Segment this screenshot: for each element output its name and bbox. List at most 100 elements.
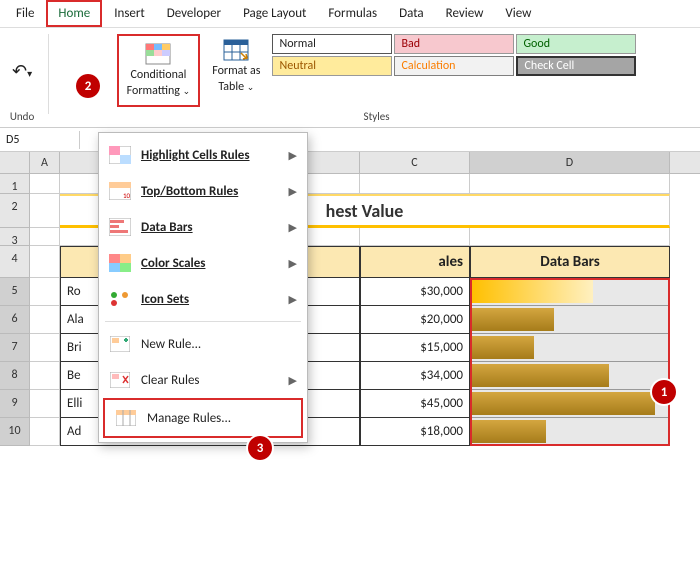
undo-button[interactable]: ↶▾	[6, 56, 38, 86]
row-header-4[interactable]: 4	[0, 246, 30, 278]
callout-badge-3: 3	[248, 436, 272, 460]
cell-databar[interactable]	[470, 362, 670, 390]
chevron-right-icon: ▶	[289, 185, 297, 198]
menu-insert[interactable]: Insert	[104, 2, 155, 25]
new-rule-icon	[109, 334, 131, 354]
cell-databar[interactable]	[470, 306, 670, 334]
conditional-formatting-icon	[144, 42, 172, 66]
cell[interactable]	[470, 228, 670, 246]
cell[interactable]	[360, 174, 470, 194]
menu-home[interactable]: Home	[46, 0, 102, 27]
menu-label: New Rule...	[141, 337, 297, 352]
cell[interactable]	[470, 174, 670, 194]
cell-sales[interactable]: $18,000	[360, 418, 470, 446]
menu-view[interactable]: View	[495, 2, 541, 25]
cell-databar[interactable]	[470, 334, 670, 362]
col-header-d[interactable]: D	[470, 152, 670, 173]
data-bars-icon	[109, 217, 131, 237]
menu-icon-sets[interactable]: Icon Sets ▶	[99, 281, 307, 317]
menu-color-scales[interactable]: Color Scales ▶	[99, 245, 307, 281]
row-header-3[interactable]: 3	[0, 228, 30, 246]
data-bar	[472, 392, 655, 415]
row-header[interactable]: 9	[0, 390, 30, 418]
menu-developer[interactable]: Developer	[157, 2, 231, 25]
ribbon: ↶▾ Undo Conditional Formatting ⌄ Format …	[0, 28, 700, 128]
cell[interactable]	[30, 390, 60, 418]
menu-separator	[105, 321, 301, 322]
styles-group-label: Styles	[364, 108, 390, 125]
cell[interactable]	[30, 174, 60, 194]
data-bar	[472, 308, 554, 331]
cell[interactable]	[360, 228, 470, 246]
menu-data[interactable]: Data	[389, 2, 434, 25]
menu-new-rule[interactable]: New Rule...	[99, 326, 307, 362]
undo-group-label: Undo	[10, 108, 34, 125]
row-header[interactable]: 10	[0, 418, 30, 446]
conditional-formatting-button[interactable]: Conditional Formatting ⌄	[121, 38, 197, 103]
menu-top-bottom-rules[interactable]: 10 Top/Bottom Rules ▶	[99, 173, 307, 209]
cf-label-2: Formatting ⌄	[127, 84, 191, 99]
cell-style-bad[interactable]: Bad	[394, 34, 514, 54]
cell[interactable]	[30, 362, 60, 390]
row-header-2[interactable]: 2	[0, 194, 30, 228]
format-as-table-icon	[222, 38, 250, 62]
chevron-right-icon: ▶	[289, 293, 297, 306]
menu-label: Color Scales	[141, 256, 279, 271]
color-scales-icon	[109, 253, 131, 273]
cell-databar[interactable]	[470, 278, 670, 306]
menu-formulas[interactable]: Formulas	[318, 2, 387, 25]
cell-style-calculation[interactable]: Calculation	[394, 56, 514, 76]
menu-label: Clear Rules	[141, 373, 279, 388]
menu-page-layout[interactable]: Page Layout	[233, 2, 316, 25]
cell-style-check-cell[interactable]: Check Cell	[516, 56, 636, 76]
fat-label-2: Table ⌄	[218, 80, 254, 95]
menu-highlight-cells-rules[interactable]: Highlight Cells Rules ▶	[99, 137, 307, 173]
cell-sales[interactable]: $30,000	[360, 278, 470, 306]
cell-sales[interactable]: $34,000	[360, 362, 470, 390]
cell[interactable]	[30, 228, 60, 246]
separator	[48, 34, 49, 114]
cell-sales[interactable]: $45,000	[360, 390, 470, 418]
menu-manage-rules[interactable]: Manage Rules...	[103, 398, 303, 438]
clear-rules-icon	[109, 370, 131, 390]
cell[interactable]	[30, 306, 60, 334]
cell[interactable]	[30, 278, 60, 306]
cell-databar[interactable]	[470, 418, 670, 446]
fat-label-1: Format as	[212, 64, 260, 78]
row-header[interactable]: 7	[0, 334, 30, 362]
cell-sales[interactable]: $20,000	[360, 306, 470, 334]
cell-style-good[interactable]: Good	[516, 34, 636, 54]
row-header[interactable]: 8	[0, 362, 30, 390]
menu-label: Highlight Cells Rules	[141, 148, 279, 163]
data-bar	[472, 364, 609, 387]
data-bar	[472, 336, 534, 359]
select-all-corner[interactable]	[0, 152, 30, 173]
col-header-c[interactable]: C	[360, 152, 470, 173]
cell-sales[interactable]: $15,000	[360, 334, 470, 362]
cell-databar[interactable]	[470, 390, 670, 418]
menu-file[interactable]: File	[6, 2, 44, 25]
cell[interactable]	[30, 334, 60, 362]
menu-clear-rules[interactable]: Clear Rules ▶	[99, 362, 307, 398]
cell[interactable]	[30, 418, 60, 446]
format-as-table-button[interactable]: Format as Table ⌄	[206, 34, 266, 99]
name-box[interactable]: D5	[0, 131, 80, 149]
col-header-a[interactable]: A	[30, 152, 60, 173]
styles-group: Conditional Formatting ⌄ Format as Table…	[59, 34, 694, 125]
row-header[interactable]: 6	[0, 306, 30, 334]
cell-style-normal[interactable]: Normal	[272, 34, 392, 54]
conditional-formatting-highlight: Conditional Formatting ⌄	[117, 34, 201, 107]
menu-data-bars[interactable]: Data Bars ▶	[99, 209, 307, 245]
menu-review[interactable]: Review	[436, 2, 494, 25]
cell[interactable]	[30, 246, 60, 278]
icon-sets-icon	[109, 289, 131, 309]
header-cell-d[interactable]: Data Bars	[470, 246, 670, 278]
chevron-right-icon: ▶	[289, 149, 297, 162]
menu-label: Data Bars	[141, 220, 279, 235]
row-header-1[interactable]: 1	[0, 174, 30, 194]
cell-style-neutral[interactable]: Neutral	[272, 56, 392, 76]
cell-styles-gallery: Normal Bad Good Neutral Calculation Chec…	[272, 34, 636, 76]
cell[interactable]	[30, 194, 60, 228]
header-cell-c[interactable]: ales	[360, 246, 470, 278]
row-header[interactable]: 5	[0, 278, 30, 306]
